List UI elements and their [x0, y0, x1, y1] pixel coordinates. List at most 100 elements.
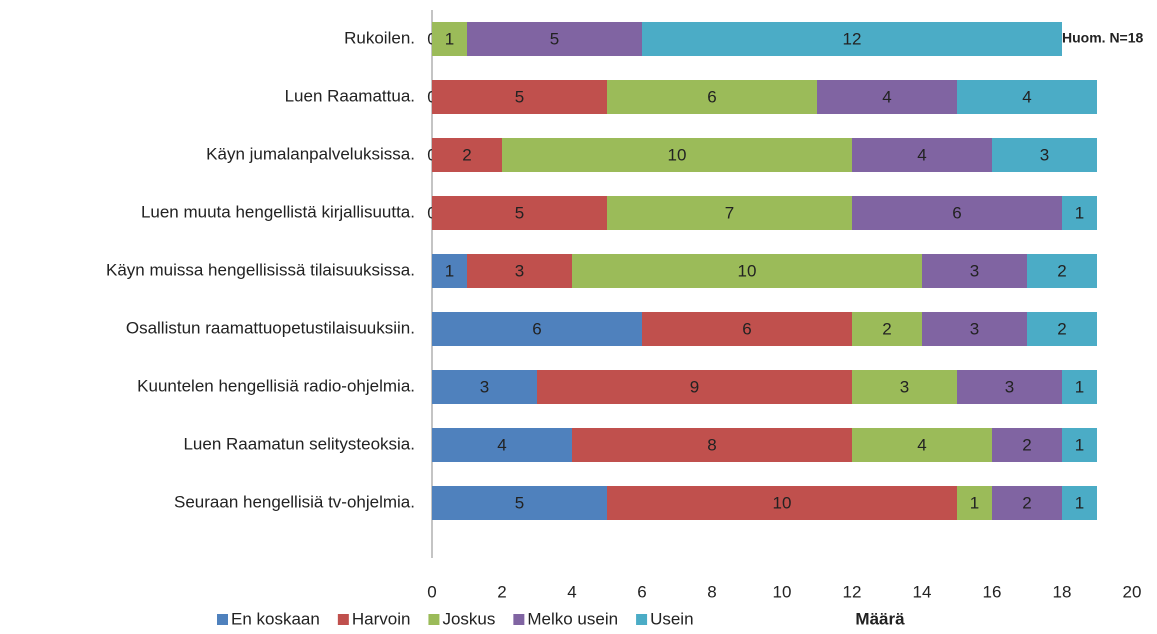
data-label: 10	[668, 145, 687, 164]
bar-segment	[852, 196, 1062, 230]
bar-segment	[432, 22, 467, 56]
y-tick-label: Luen Raamatun selitysteoksia.	[183, 434, 415, 453]
x-tick-label: 14	[913, 582, 932, 601]
data-label: 3	[900, 377, 909, 396]
data-label: 2	[882, 319, 891, 338]
data-label: 4	[497, 435, 506, 454]
bar-segment	[432, 312, 642, 346]
data-label: 6	[532, 319, 541, 338]
x-axis-title: Määrä	[855, 609, 905, 628]
bar-segment	[432, 254, 467, 288]
bar-segment	[572, 254, 922, 288]
data-label: 3	[1005, 377, 1014, 396]
bar-segment	[502, 138, 852, 172]
x-tick-label: 8	[707, 582, 716, 601]
x-tick-label: 4	[567, 582, 576, 601]
x-tick-label: 0	[427, 582, 436, 601]
legend-label: Melko usein	[527, 609, 618, 628]
bar-segment	[467, 22, 642, 56]
data-label: 12	[843, 29, 862, 48]
bar-segment	[922, 254, 1027, 288]
data-label: 6	[707, 87, 716, 106]
bar-segment	[1027, 312, 1097, 346]
x-tick-label: 6	[637, 582, 646, 601]
bar-segment	[1062, 486, 1097, 520]
bar-segment	[432, 196, 607, 230]
y-tick-label: Käyn muissa hengellisissä tilaisuuksissa…	[106, 260, 415, 279]
bar-segment	[607, 486, 957, 520]
bar-segment	[642, 22, 1062, 56]
x-tick-label: 12	[843, 582, 862, 601]
data-label: 2	[1022, 435, 1031, 454]
bar-segment	[957, 80, 1097, 114]
bar-segment	[607, 196, 852, 230]
x-tick-label: 10	[773, 582, 792, 601]
legend-swatch	[217, 614, 228, 625]
bar-segment	[957, 486, 992, 520]
y-tick-label: Kuuntelen hengellisiä radio-ohjelmia.	[137, 376, 415, 395]
data-label: 1	[445, 261, 454, 280]
bar-segment	[852, 138, 992, 172]
bar-segment	[992, 138, 1097, 172]
data-label: 3	[970, 319, 979, 338]
legend-swatch	[337, 614, 349, 625]
data-label: 1	[970, 493, 979, 512]
legend-swatch	[513, 614, 525, 625]
bar-segment	[922, 312, 1027, 346]
data-label: 6	[742, 319, 751, 338]
bar-segment	[852, 370, 957, 404]
data-label: 4	[917, 145, 926, 164]
y-tick-label: Osallistun raamattuopetustilaisuuksiin.	[126, 318, 415, 337]
data-label: 9	[690, 377, 699, 396]
bar-segment	[642, 312, 852, 346]
legend-swatch	[428, 614, 440, 625]
bar-segment	[1027, 254, 1097, 288]
bar-segment	[467, 254, 572, 288]
bar-segment	[607, 80, 817, 114]
data-label: 8	[707, 435, 716, 454]
bar-segment	[957, 370, 1062, 404]
data-label: 3	[970, 261, 979, 280]
bar-segment	[432, 80, 607, 114]
bar-segment	[1062, 196, 1097, 230]
bar-segment	[432, 486, 607, 520]
bar-segment	[1062, 428, 1097, 462]
x-tick-label: 18	[1053, 582, 1072, 601]
data-label: 4	[1022, 87, 1031, 106]
legend-swatch	[636, 614, 648, 625]
bar-segment	[432, 428, 572, 462]
bar-segment	[992, 486, 1062, 520]
y-tick-label: Käyn jumalanpalveluksissa.	[206, 144, 415, 163]
x-tick-label: 20	[1123, 582, 1142, 601]
data-label: 1	[1075, 203, 1084, 222]
y-tick-label: Luen Raamattua.	[285, 86, 415, 105]
bar-segment	[817, 80, 957, 114]
data-label: 4	[917, 435, 926, 454]
data-label: 3	[1040, 145, 1049, 164]
bar-segment	[852, 312, 922, 346]
data-label: 6	[952, 203, 961, 222]
legend-label: Usein	[650, 609, 693, 628]
legend-label: Joskus	[442, 609, 495, 628]
data-label: 3	[515, 261, 524, 280]
bar-segment	[992, 428, 1062, 462]
x-tick-label: 16	[983, 582, 1002, 601]
annotation: Huom. N=18	[1062, 30, 1144, 46]
data-label: 5	[515, 493, 524, 512]
data-label: 7	[725, 203, 734, 222]
data-label: 2	[462, 145, 471, 164]
bar-segment	[572, 428, 852, 462]
bar-segment	[432, 370, 537, 404]
bar-segment	[537, 370, 852, 404]
data-label: 10	[773, 493, 792, 512]
y-tick-label: Luen muuta hengellistä kirjallisuutta.	[141, 202, 415, 221]
data-label: 1	[1075, 493, 1084, 512]
data-label: 10	[738, 261, 757, 280]
data-label: 2	[1022, 493, 1031, 512]
legend-label: En koskaan	[231, 609, 320, 628]
data-label: 1	[1075, 377, 1084, 396]
legend-label: Harvoin	[352, 609, 411, 628]
data-label: 5	[515, 87, 524, 106]
bar-segment	[432, 138, 502, 172]
